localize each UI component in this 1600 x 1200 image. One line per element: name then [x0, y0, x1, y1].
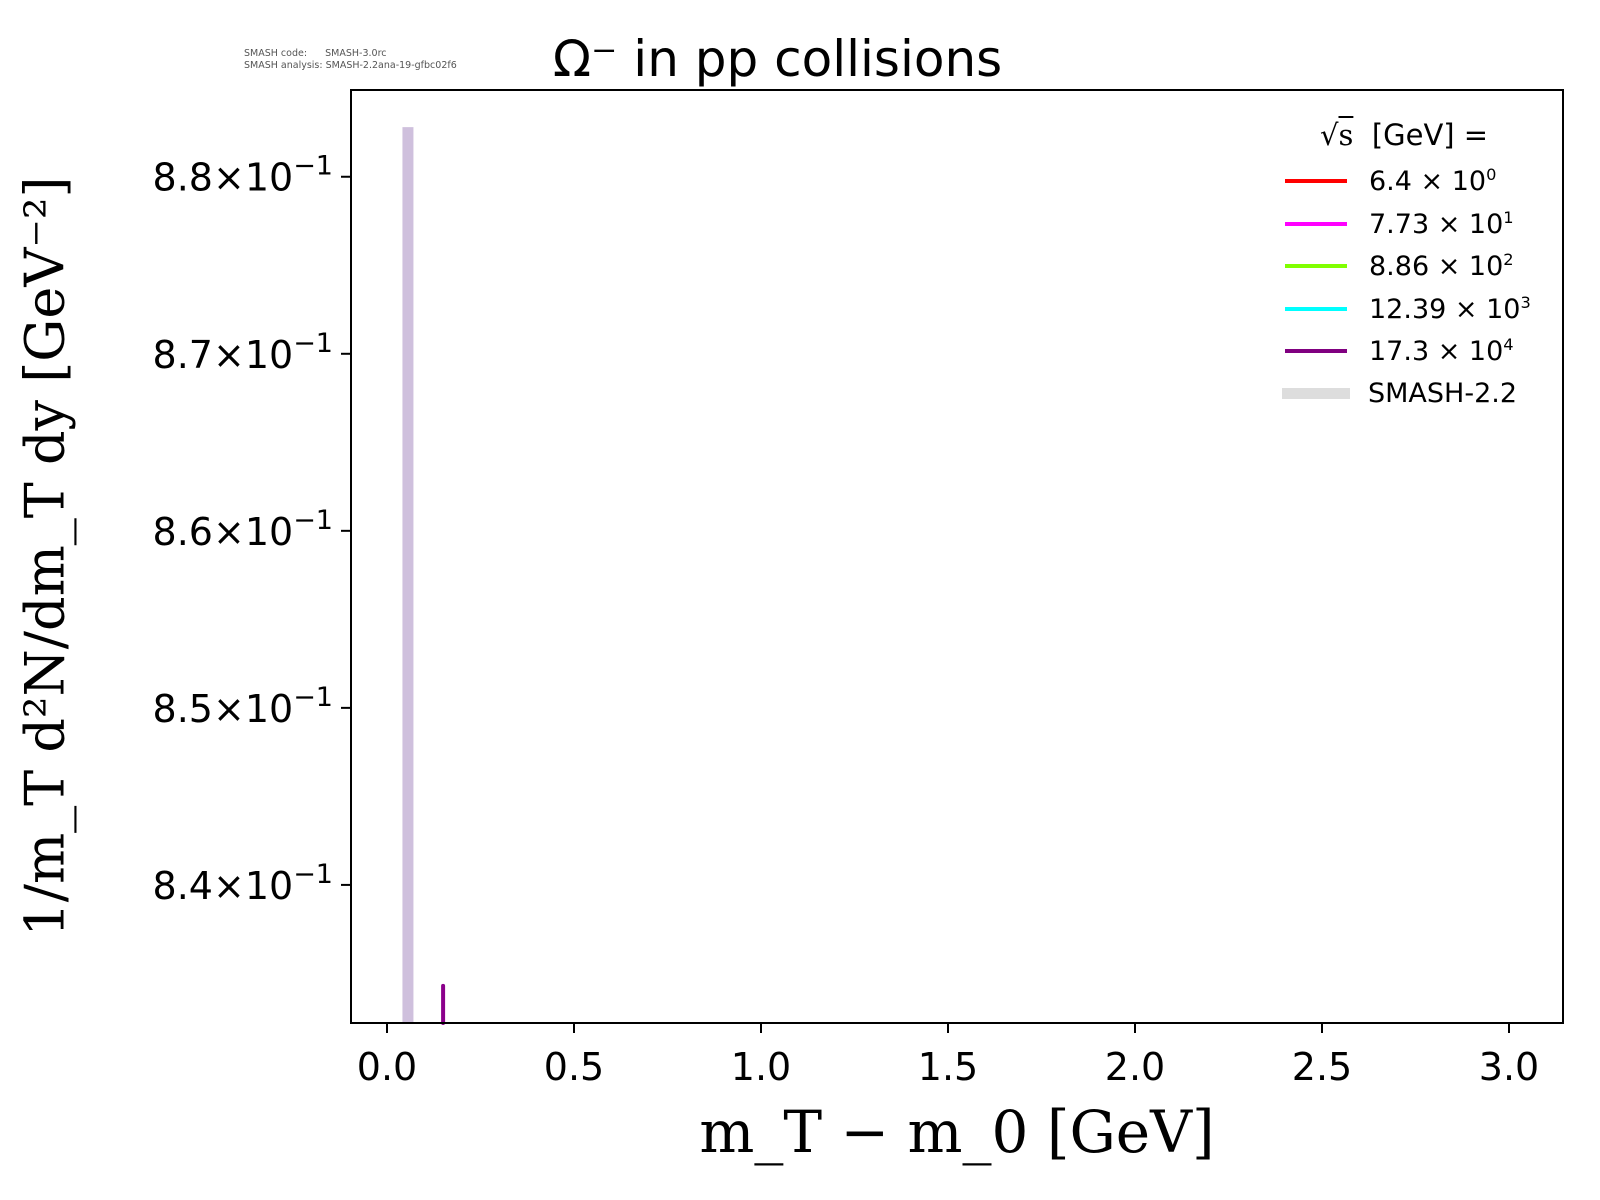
legend-title-text: [GeV] =: [1371, 118, 1489, 152]
legend-title: √s [GeV] =: [1320, 118, 1531, 152]
x-axis-label: m_T − m_0 [GeV]: [699, 1098, 1215, 1166]
chart-title-text: Ω⁻ in pp collisions: [552, 30, 1003, 88]
legend-entry: 12.39 × 103: [1285, 288, 1531, 331]
y-tick-label: 8.7×10−1: [153, 328, 333, 377]
x-tick-label: 1.0: [731, 1045, 791, 1089]
x-tick-label: 0.5: [544, 1045, 604, 1089]
legend-line-swatch: [1285, 221, 1347, 226]
x-tick-label: 2.5: [1292, 1045, 1352, 1089]
x-tick-label: 3.0: [1479, 1045, 1539, 1089]
y-tick-label: 8.8×10−1: [153, 151, 333, 200]
smash-analysis-label: SMASH analysis: SMASH-2.2ana-19-gfbc02f6: [244, 60, 457, 71]
x-tick-label: 1.5: [918, 1045, 978, 1089]
x-tick-label: 0.0: [357, 1045, 417, 1089]
legend-label: 8.86 × 102: [1369, 250, 1514, 283]
chart-title: Ω⁻ in pp collisions: [0, 30, 1210, 88]
legend-label: 7.73 × 101: [1369, 207, 1514, 240]
legend-line-swatch: [1285, 264, 1347, 269]
y-tick-label: 8.4×10−1: [153, 859, 333, 908]
legend-entry: 17.3 × 104: [1285, 330, 1531, 373]
x-tick-label: 2.0: [1105, 1045, 1165, 1089]
y-tick-label: 8.5×10−1: [153, 682, 333, 731]
legend-label: 17.3 × 104: [1369, 335, 1514, 368]
legend-label: 6.4 × 100: [1369, 165, 1497, 198]
y-axis-label: 1/m_T d²N/dm_T dy [GeV⁻²]: [13, 176, 77, 937]
legend-entry: 8.86 × 102: [1285, 245, 1531, 288]
legend-entry: 6.4 × 100: [1285, 160, 1531, 203]
legend-entry: 7.73 × 101: [1285, 203, 1531, 246]
plot-frame: [350, 89, 1564, 1024]
smash-code-label: SMASH code: SMASH-3.0rc: [244, 48, 387, 59]
legend-line-swatch: [1282, 388, 1350, 400]
legend-label: 12.39 × 103: [1369, 292, 1531, 325]
y-tick-label: 8.6×10−1: [153, 505, 333, 554]
legend-entry: SMASH-2.2: [1282, 373, 1531, 416]
legend-line-swatch: [1285, 306, 1347, 311]
legend-line-swatch: [1285, 179, 1347, 184]
legend-line-swatch: [1285, 349, 1347, 354]
sqrt-s-symbol: √s: [1320, 118, 1354, 152]
legend-label: SMASH-2.2: [1368, 378, 1518, 410]
legend: √s [GeV] = 6.4 × 100 7.73 × 101 8.86 × 102…: [1282, 118, 1531, 416]
